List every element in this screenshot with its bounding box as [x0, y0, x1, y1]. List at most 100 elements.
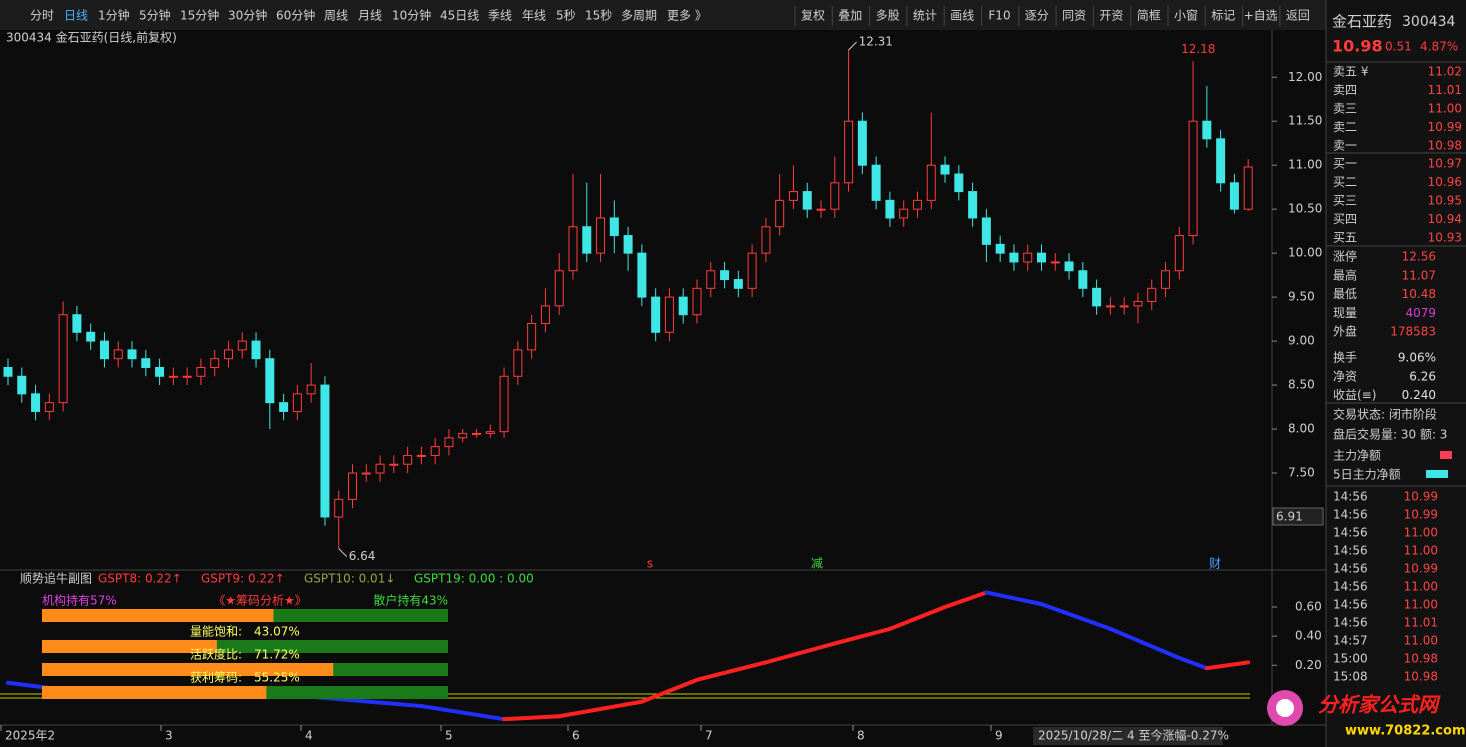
candle-body: [444, 437, 454, 448]
date-label: 7: [705, 729, 713, 743]
toolbar-button[interactable]: 返回: [1286, 9, 1310, 23]
toolbar-button[interactable]: 叠加: [838, 9, 862, 23]
y-tick-label: 10.50: [1288, 202, 1322, 216]
toolbar-button[interactable]: 多股: [876, 9, 900, 23]
candle-body: [733, 279, 743, 289]
toolbar-tab[interactable]: 30分钟: [228, 8, 267, 23]
toolbar-tab[interactable]: 5分钟: [139, 8, 171, 23]
candle-body: [306, 384, 316, 395]
tick-time: 15:00: [1333, 652, 1368, 666]
date-label: 8: [857, 729, 865, 743]
toolbar-button[interactable]: +自选: [1244, 9, 1278, 23]
candle-body: [375, 463, 385, 474]
toolbar-button[interactable]: 逐分: [1025, 9, 1049, 23]
chip-row-label: 获利筹码:: [190, 671, 242, 685]
chip-label: 散户持有43%: [373, 593, 448, 608]
book-price: 10.94: [1428, 212, 1462, 226]
candle-body: [168, 375, 178, 378]
toolbar-tab[interactable]: 日线: [64, 9, 88, 23]
candle-body: [416, 454, 426, 457]
candle-body: [361, 472, 371, 475]
candle-body: [141, 358, 151, 368]
candle-body: [995, 243, 1005, 254]
candle-body: [678, 296, 688, 316]
candle-body: [472, 432, 482, 435]
toolbar-tab[interactable]: 更多 》: [667, 9, 707, 23]
candle-body: [788, 191, 798, 201]
toolbar-button[interactable]: 开资: [1099, 9, 1123, 23]
stat-value: 12.56: [1402, 250, 1436, 264]
flow-swatch: [1440, 451, 1452, 459]
candle-body: [237, 340, 247, 351]
y-tick-label: 9.50: [1288, 290, 1315, 304]
sub-y-tick-label: 0.40: [1295, 629, 1322, 643]
candle-body: [1188, 120, 1198, 237]
toolbar-button[interactable]: 画线: [950, 9, 974, 23]
toolbar-button[interactable]: F10: [988, 9, 1010, 23]
toolbar-tab[interactable]: 年线: [522, 9, 546, 23]
tick-price: 11.00: [1404, 544, 1438, 558]
toolbar-button[interactable]: 标记: [1211, 9, 1235, 23]
candle-body: [1050, 261, 1060, 264]
toolbar-tab[interactable]: 15秒: [585, 9, 612, 23]
candle-body: [3, 366, 13, 377]
sub-legend: GSPT9: 0.22↑: [201, 572, 285, 586]
chip-row-value: 55.25%: [254, 671, 300, 685]
status: 交易状态: 闭市阶段: [1333, 407, 1437, 422]
candle-body: [389, 463, 399, 466]
stat-value: 11.07: [1402, 268, 1436, 282]
candle-body: [747, 252, 757, 289]
book-price: 10.98: [1428, 139, 1462, 153]
candle-body: [58, 314, 68, 404]
tick-price: 11.00: [1404, 580, 1438, 594]
toolbar-tab[interactable]: 分时: [30, 9, 54, 23]
candle-body: [251, 340, 261, 360]
candle-body: [540, 305, 550, 325]
candle-body: [210, 358, 220, 368]
toolbar-button[interactable]: 小窗: [1174, 9, 1198, 23]
signal: s: [647, 557, 653, 571]
book-price: 10.93: [1428, 231, 1462, 245]
candle-body: [844, 120, 854, 184]
toolbar-tab[interactable]: 月线: [358, 9, 382, 23]
toolbar-tab[interactable]: 15分钟: [180, 8, 219, 23]
indicator-segment: [1108, 626, 1182, 661]
candle-body: [554, 270, 564, 307]
candle-body: [720, 270, 730, 281]
toolbar-tab[interactable]: 季线: [488, 9, 512, 23]
candle-body: [692, 287, 702, 316]
candle-body: [513, 349, 523, 377]
toolbar-tab[interactable]: 1分钟: [98, 8, 130, 23]
toolbar-button[interactable]: 同资: [1062, 9, 1086, 23]
toolbar-tab[interactable]: 60分钟: [276, 8, 315, 23]
toolbar-button[interactable]: 复权: [801, 9, 825, 23]
toolbar-tab[interactable]: 45日线: [440, 9, 479, 23]
toolbar-tab[interactable]: 10分钟: [392, 8, 431, 23]
stat-value: 10.48: [1402, 287, 1436, 301]
stat-label: 涨停: [1333, 249, 1357, 264]
candle-body: [1133, 301, 1143, 307]
logo: [1276, 699, 1294, 717]
toolbar-tab[interactable]: 周线: [324, 9, 348, 23]
book-label: 卖三: [1333, 102, 1357, 116]
stat-value: 9.06%: [1398, 351, 1436, 365]
sub-legend: GSPT8: 0.22↑: [98, 572, 182, 586]
date-info: 2025/10/28/二 4 至今涨幅-0.27%: [1038, 728, 1229, 743]
candle-body: [1023, 252, 1033, 263]
toolbar-tab[interactable]: 5秒: [556, 9, 576, 23]
chip-row-label: 活跃度比:: [190, 647, 242, 662]
indicator-segment: [943, 590, 989, 610]
last-price: 10.98: [1332, 37, 1383, 56]
toolbar-button[interactable]: 简框: [1137, 9, 1161, 23]
candle-body: [912, 199, 922, 210]
indicator-segment: [1177, 656, 1209, 671]
tick-time: 14:56: [1333, 490, 1368, 504]
tick-time: 14:56: [1333, 508, 1368, 522]
signal: 财: [1209, 557, 1221, 571]
toolbar-tab[interactable]: 多周期: [621, 9, 657, 23]
sub-legend: GSPT19: 0.00 : 0.00: [414, 572, 534, 586]
toolbar-button[interactable]: 统计: [913, 9, 937, 23]
indicator-segment: [1204, 660, 1251, 671]
